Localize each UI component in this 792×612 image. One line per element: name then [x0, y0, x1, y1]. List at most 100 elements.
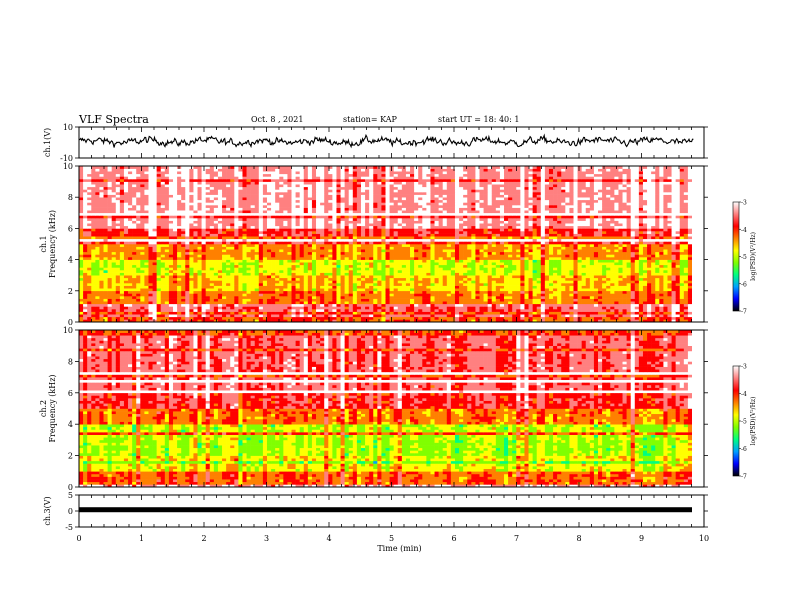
spectrogram-cell — [598, 257, 603, 260]
spectrogram-cell — [414, 272, 419, 276]
spectrogram-cell — [610, 257, 615, 260]
spectrogram-cell — [422, 275, 427, 279]
spectrogram-cell — [638, 290, 644, 294]
spectrogram-cell — [283, 267, 288, 271]
spectrogram-cell — [140, 319, 145, 323]
spectrogram-cell — [209, 246, 215, 250]
spectrogram-cell — [209, 236, 215, 240]
spectrogram-cell — [405, 244, 411, 247]
spectrogram-cell — [630, 298, 636, 302]
spectrogram-cell — [328, 288, 333, 292]
spectrogram-cell — [634, 275, 640, 279]
spectrogram-cell — [168, 272, 174, 276]
spectrogram-cell — [144, 303, 149, 307]
spectrogram-cell — [548, 293, 554, 297]
spectrogram-cell — [385, 296, 390, 299]
spectrogram-cell — [246, 238, 251, 242]
spectrogram-cell — [373, 249, 378, 253]
spectrogram-cell — [467, 246, 472, 250]
spectrogram-cell — [189, 246, 194, 250]
spectrogram-cell — [634, 264, 640, 268]
spectrogram-cell — [561, 259, 566, 263]
spectrogram-cell — [581, 254, 587, 258]
spectrogram-cell — [598, 238, 603, 242]
spectrogram-cell — [336, 244, 341, 247]
spectrogram-cell — [585, 311, 591, 315]
spectrogram-cell — [311, 285, 317, 289]
spectrogram-cell — [598, 244, 603, 247]
spectrogram-cell — [565, 296, 570, 299]
spectrogram-cell — [144, 283, 149, 286]
spectrogram-cell — [152, 267, 157, 271]
spectrogram-cell — [454, 244, 460, 247]
spectrogram-cell — [671, 306, 676, 310]
spectrogram-cell — [217, 275, 223, 279]
spectrogram-cell — [471, 249, 476, 253]
spectrogram-cell — [373, 264, 378, 268]
spectrogram-cell — [520, 316, 525, 320]
spectrogram-cell — [287, 303, 292, 307]
spectrogram-cell — [483, 280, 488, 284]
spectrogram-cell — [459, 309, 464, 312]
spectrogram-cell — [369, 241, 374, 245]
spectrogram-cell — [168, 257, 174, 260]
spectrogram-cell — [164, 238, 170, 242]
spectrogram-cell — [655, 316, 660, 320]
spectrogram-cell — [132, 319, 137, 323]
spectrogram-cell — [307, 251, 313, 255]
spectrogram-cell — [287, 246, 292, 250]
spectrogram-cell — [168, 277, 174, 281]
spectrogram-cell — [495, 249, 501, 253]
spectrogram-cell — [123, 272, 129, 276]
spectrogram-cell — [393, 288, 399, 292]
spectrogram-cell — [663, 314, 668, 318]
spectrogram-cell — [365, 319, 370, 323]
spectrogram-cell — [524, 270, 529, 273]
spectrogram-cell — [185, 303, 190, 307]
spectrogram-cell — [226, 238, 231, 242]
spectrogram-cell — [405, 303, 411, 307]
spectrogram-cell — [459, 283, 464, 286]
spectrogram-cell — [258, 309, 264, 312]
spectrogram-cell — [181, 246, 186, 250]
spectrogram-cell — [360, 319, 366, 323]
spectrogram-cell — [356, 249, 362, 253]
spectrogram-cell — [185, 288, 190, 292]
spectrogram-cell — [544, 288, 550, 292]
spectrogram-cell — [283, 309, 288, 312]
spectrogram-cell — [667, 246, 672, 250]
spectrogram-cell — [275, 257, 280, 260]
spectrogram-cell — [675, 319, 681, 323]
spectrogram-cell — [450, 311, 456, 315]
spectrogram-cell — [393, 298, 399, 302]
spectrogram-cell — [495, 301, 501, 305]
spectrogram-cell — [675, 283, 681, 286]
spectrogram-cell — [123, 270, 129, 273]
spectrogram-cell — [213, 257, 219, 260]
spectrogram-cell — [340, 301, 345, 305]
spectrogram-cell — [369, 238, 374, 242]
spectrogram-cell — [655, 244, 660, 247]
spectrogram-cell — [258, 293, 264, 297]
spectrogram-cell — [91, 241, 96, 245]
spectrogram-cell — [483, 241, 488, 245]
spectrogram-cell — [311, 251, 317, 255]
spectrogram-cell — [459, 285, 464, 289]
spectrogram-cell — [634, 238, 640, 242]
spectrogram-cell — [679, 298, 685, 302]
spectrogram-cell — [557, 280, 562, 284]
spectrogram-cell — [222, 306, 227, 310]
spectrogram-cell — [593, 254, 599, 258]
spectrogram-cell — [512, 306, 517, 310]
spectrogram-cell — [156, 246, 162, 250]
spectrogram-cell — [655, 275, 660, 279]
spectrogram-cell — [553, 275, 558, 279]
spectrogram-cell — [418, 277, 423, 281]
spectrogram-cell — [675, 298, 681, 302]
spectrogram-cell — [279, 259, 284, 263]
spectrogram-cell — [164, 277, 170, 281]
spectrogram-cell — [536, 288, 542, 292]
spectrogram-cell — [91, 309, 96, 312]
spectrogram-cell — [467, 272, 472, 276]
spectrogram-cell — [683, 316, 689, 320]
